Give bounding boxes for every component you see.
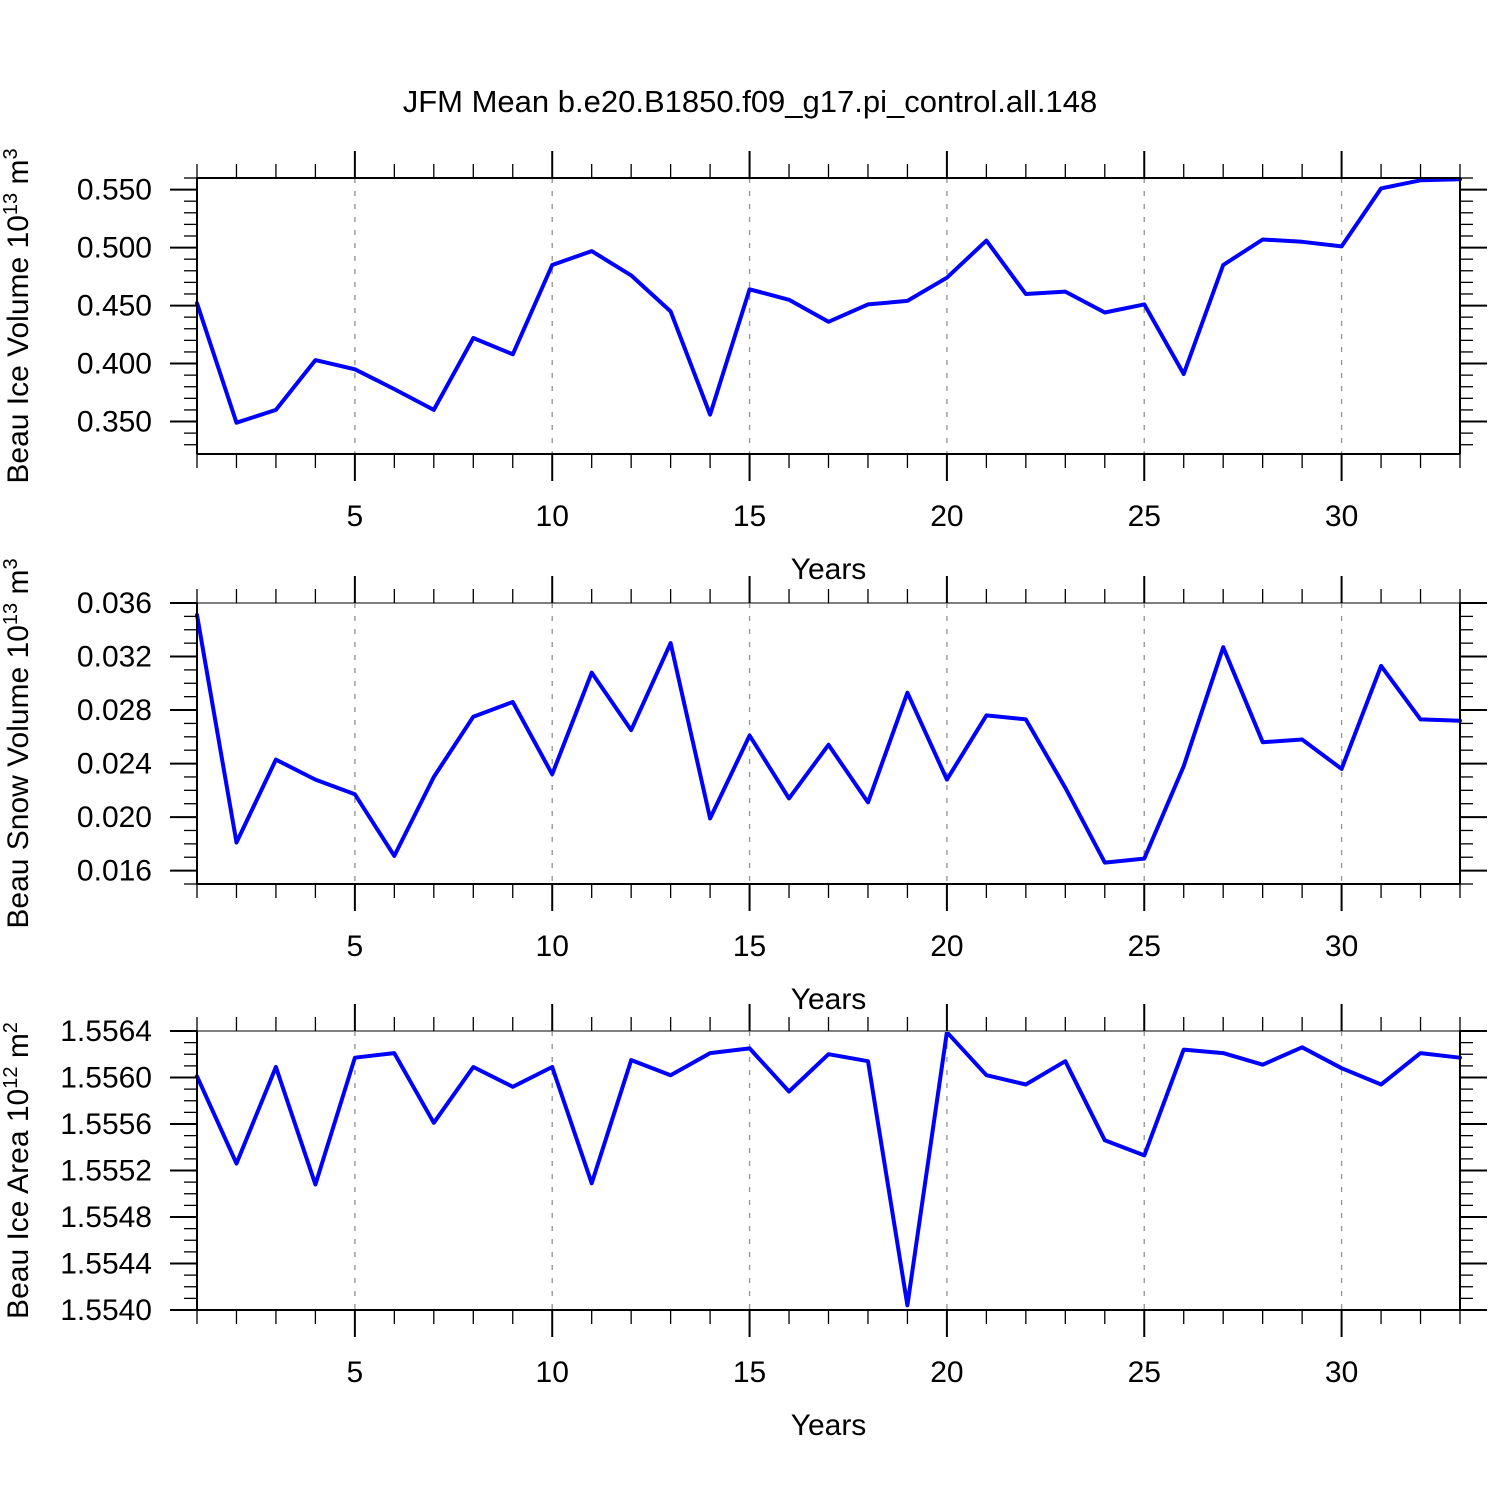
x-tick-label: 5: [347, 500, 364, 533]
x-tick-label: 15: [733, 500, 766, 533]
x-tick-label: 30: [1325, 500, 1358, 533]
x-tick-label: 25: [1128, 1356, 1161, 1389]
y-tick-label: 0.032: [77, 641, 152, 674]
x-tick-label: 15: [733, 1356, 766, 1389]
y-tick-label: 0.016: [77, 855, 152, 888]
x-tick-label: 30: [1325, 1356, 1358, 1389]
x-tick-label: 25: [1128, 930, 1161, 963]
y-tick-label: 0.400: [77, 348, 152, 381]
x-ticks: [196, 576, 1461, 911]
y-tick-label: 0.350: [77, 406, 152, 439]
series-line-panel-2: [195, 613, 1462, 865]
y-tick-label: 0.036: [77, 587, 152, 620]
y-axis-title: Beau Ice Volume 1013 m3: [0, 148, 35, 483]
y-tick-label: 0.028: [77, 694, 152, 727]
x-tick-label: 5: [347, 1356, 364, 1389]
x-ticks: [196, 151, 1461, 481]
y-ticks: [170, 602, 1487, 885]
x-axis-title: Years: [791, 553, 867, 586]
x-axis-title: Years: [791, 983, 867, 1016]
x-tick-label: 10: [536, 1356, 569, 1389]
chart-title: JFM Mean b.e20.B1850.f09_g17.pi_control.…: [402, 84, 1098, 119]
panel-1: 5 10 15 20 25 30 Years 0.350 0.400 0.450 0.500 0.55…: [0, 148, 1487, 586]
y-axis-title: Beau Snow Volume 1013 m3: [0, 558, 35, 928]
y-tick-label: 0.020: [77, 801, 152, 834]
y-tick-label: 0.024: [77, 748, 152, 781]
y-axis-title: Beau Ice Area 1012 m2: [0, 1022, 35, 1319]
y-tick-label: 0.550: [77, 174, 152, 207]
y-tick-label: 1.5556: [60, 1108, 152, 1141]
x-tick-label: 30: [1325, 930, 1358, 963]
x-tick-label: 20: [930, 1356, 963, 1389]
y-tick-label: 1.5540: [60, 1294, 152, 1327]
panel-2: 5 10 15 20 25 30 Years 0.016 0.020 0.024 0.028 0.03…: [0, 558, 1487, 1016]
x-tick-label: 20: [930, 500, 963, 533]
y-tick-label: 0.500: [77, 232, 152, 265]
y-tick-label: 0.450: [77, 290, 152, 323]
panel-3: 5 10 15 20 25 30 Years 1.5540 1.5544 1.5548 1.5552…: [0, 1004, 1487, 1442]
y-tick-label: 1.5564: [60, 1015, 152, 1048]
y-ticks: [170, 177, 1487, 446]
x-ticks: [196, 1004, 1461, 1337]
x-tick-label: 25: [1128, 500, 1161, 533]
y-ticks: [170, 1030, 1487, 1311]
y-tick-label: 1.5560: [60, 1062, 152, 1095]
series-line-panel-1: [195, 177, 1462, 425]
y-tick-label: 1.5544: [60, 1248, 152, 1281]
x-tick-label: 10: [536, 500, 569, 533]
y-tick-label: 1.5552: [60, 1155, 152, 1188]
series-line-panel-3: [195, 1030, 1462, 1308]
x-tick-label: 5: [347, 930, 364, 963]
y-tick-label: 1.5548: [60, 1201, 152, 1234]
x-tick-label: 15: [733, 930, 766, 963]
x-axis-title: Years: [791, 1409, 867, 1442]
x-tick-label: 10: [536, 930, 569, 963]
x-tick-label: 20: [930, 930, 963, 963]
